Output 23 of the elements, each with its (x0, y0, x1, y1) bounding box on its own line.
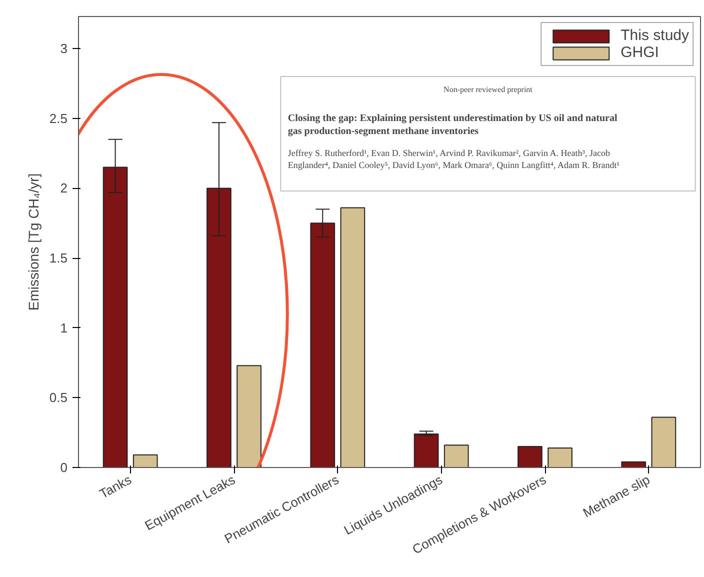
annotation: Jeffrey S. Rutherford¹, Evan D. Sherwin¹, Arvind P. Ravikumar², Garvin A. Heath³, Jacob Englander⁴, Daniel Cooley⁵, David Lyon⁶, Mark Omara⁶, Quinn Langfitt⁴, Adam R. Brandt¹ (288, 148, 620, 170)
y-tick-label: 2 (60, 180, 68, 196)
x-tick-label: Tanks (96, 472, 134, 502)
bar (132, 454, 158, 468)
annotation: Non-peer reviewed preprint (444, 84, 534, 94)
bar (518, 446, 542, 468)
bar (621, 461, 646, 468)
legend-label: GHGI (620, 44, 659, 61)
y-tick-label: 1.5 (49, 250, 68, 266)
bar (340, 207, 366, 468)
y-tick-label: 1 (60, 320, 68, 336)
legend-label: This study (620, 27, 689, 44)
y-tick-label: 2.5 (49, 110, 68, 126)
annotation: Closing the gap: Explaining persistent underestimation by US oil and natural gas production-segment methane inventories (288, 112, 618, 138)
bar (236, 365, 262, 468)
bar (548, 447, 572, 468)
bar (414, 433, 439, 468)
bar (651, 416, 676, 468)
y-axis-title: Emissions [Tg CH₄/yr] (25, 173, 42, 311)
y-tick-label: 0 (60, 460, 68, 475)
bar (444, 444, 469, 468)
y-tick-label: 3 (60, 41, 68, 56)
y-tick-label: 0.5 (49, 390, 68, 406)
